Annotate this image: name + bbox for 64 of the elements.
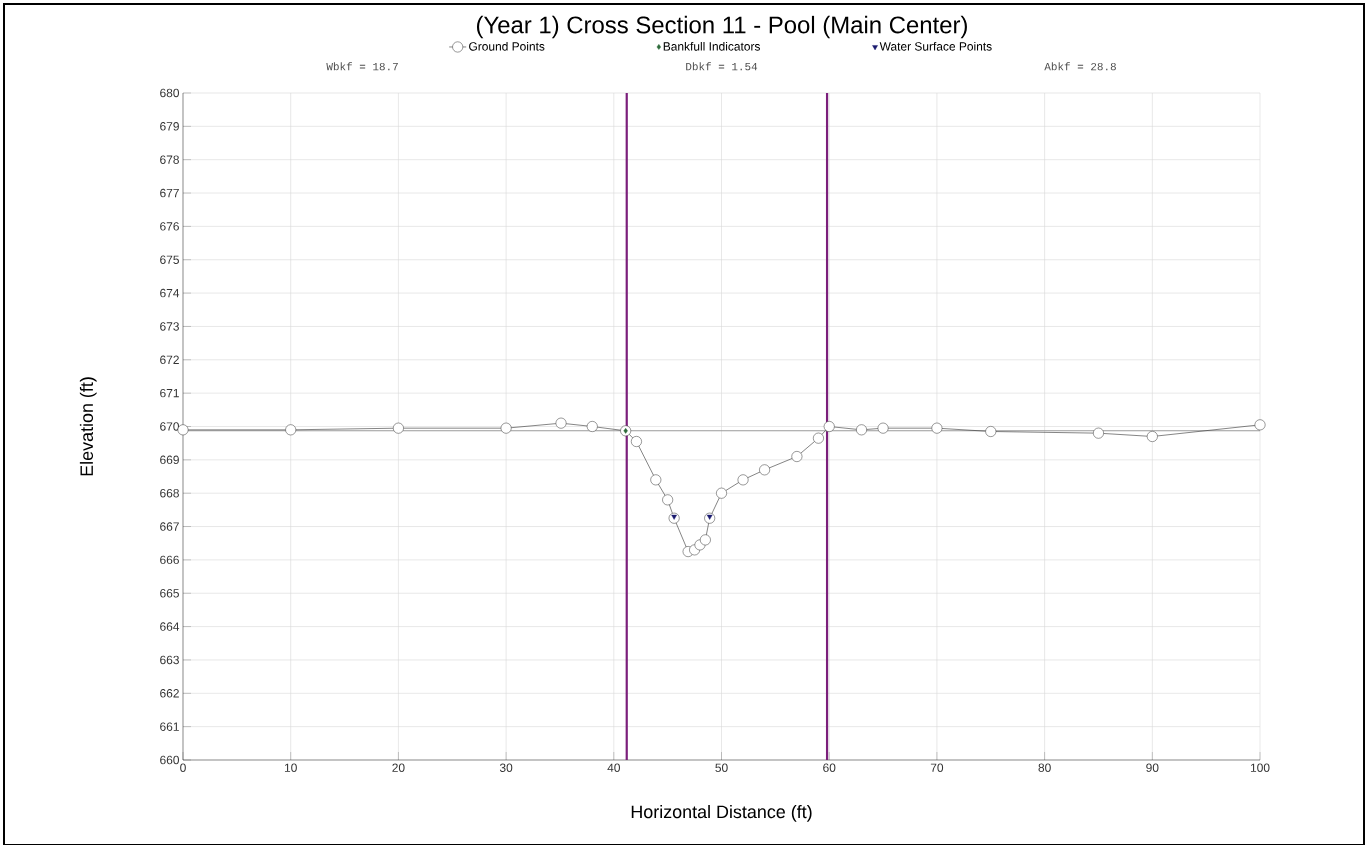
point [177,424,189,436]
chart-title: (Year 1) Cross Section 11 - Pool (Main Center) [476,15,967,39]
y-tick-label: 678 [160,155,179,164]
y-tick-label: 679 [160,122,179,131]
legend-label: Ground Points [469,41,545,51]
point [650,474,662,486]
y-tick-label: 677 [160,188,179,198]
x-tick-label: 100 [1250,763,1270,772]
point [1254,419,1266,431]
point [877,422,889,434]
point [856,424,867,436]
x-tick-label: 0 [180,763,186,772]
y-tick-label: 670 [160,422,180,431]
y-tick-label: 676 [160,222,179,231]
x-tick-label: 80 [1038,763,1051,772]
x-tick-label: 90 [1146,763,1159,772]
y-tick-label: 664 [160,622,180,631]
point [931,422,943,434]
x-tick-label: 40 [607,763,620,772]
y-tick-label: 660 [160,755,180,765]
point [813,432,824,444]
point [759,464,771,476]
point [823,421,835,432]
legend-label: Water Surface Points [879,41,992,51]
point [716,487,727,499]
y-tick-label: 673 [160,322,179,331]
y-tick-label: 675 [160,255,179,264]
y-tick-label: 671 [160,388,179,398]
point [1093,427,1104,439]
y-tick-label: 667 [160,522,179,531]
point [1146,431,1158,442]
y-tick-label: 668 [160,488,179,498]
y-tick-label: 661 [160,722,179,731]
x-axis-title: Horizontal Distance (ft) [631,805,812,822]
point [631,436,642,447]
point [392,422,404,434]
x-tick-label: 50 [715,763,728,772]
y-tick-label: 680 [160,88,180,98]
x-tick-label: 10 [284,763,297,772]
point [555,417,567,429]
y-tick-label: 662 [160,689,179,698]
x-tick-label: 20 [392,763,405,772]
text: Abkf = 28.8 [1044,62,1116,71]
point [699,534,711,546]
point [586,421,598,432]
y-tick-label: 666 [160,555,179,565]
y-tick-label: 674 [160,288,180,298]
point [737,474,749,486]
point [985,426,997,437]
x-tick-label: 30 [499,763,513,772]
y-axis-title: Elevation (ft) [79,377,97,476]
y-tick-label: 663 [160,655,179,665]
x-tick-label: 60 [823,763,836,772]
y-tick-label: 665 [160,589,179,598]
point [791,451,803,462]
text: Wbkf = 18.7 [326,62,398,71]
x-tick-label: 70 [930,763,944,772]
y-tick-label: 672 [160,355,179,365]
point [285,424,297,436]
point [662,494,674,506]
y-tick-label: 669 [160,455,179,465]
text: Dbkf = 1.54 [686,62,758,71]
point [500,422,512,434]
legend-label: Bankfull Indicators [663,41,761,51]
